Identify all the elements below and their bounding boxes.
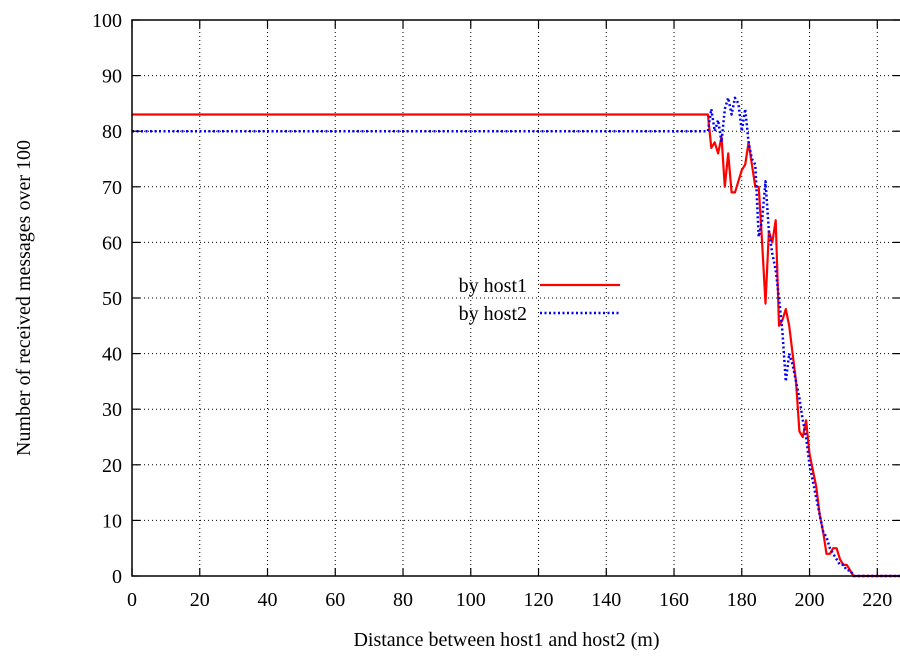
y-tick-label: 0 <box>112 566 122 588</box>
x-tick-label: 140 <box>591 589 621 611</box>
y-tick-label: 60 <box>102 232 122 254</box>
x-axis-label: Distance between host1 and host2 (m) <box>353 629 659 651</box>
y-tick-label: 40 <box>102 344 122 366</box>
y-tick-label: 50 <box>102 288 122 310</box>
y-tick-label: 90 <box>102 66 122 88</box>
x-tick-label: 180 <box>727 589 757 611</box>
x-tick-label: 200 <box>795 589 825 611</box>
legend-label-host1: by host1 <box>459 275 527 297</box>
x-tick-label: 160 <box>659 589 689 611</box>
x-tick-label: 40 <box>258 589 278 611</box>
legend-label-host2: by host2 <box>459 303 527 325</box>
y-tick-label: 80 <box>102 121 122 143</box>
x-tick-label: 100 <box>456 589 486 611</box>
series-line-host2 <box>132 96 900 578</box>
series-layer <box>132 96 900 578</box>
tick-labels: 0 20 40 60 80 100 120 140 160 180 200 220 0 10 20 30 40 5… <box>92 10 892 611</box>
x-tick-label: 60 <box>325 589 345 611</box>
legend: by host1 by host2 <box>459 275 620 325</box>
grid <box>132 20 900 576</box>
y-tick-label: 30 <box>102 399 122 421</box>
x-tick-label: 120 <box>524 589 554 611</box>
y-tick-label: 100 <box>92 10 122 32</box>
x-tick-label: 0 <box>127 589 137 611</box>
series-line-host1 <box>132 113 900 578</box>
x-tick-label: 220 <box>862 589 892 611</box>
y-tick-label: 20 <box>102 455 122 477</box>
y-axis-label: Number of received messages over 100 <box>13 140 35 456</box>
y-tick-label: 10 <box>102 510 122 532</box>
y-tick-label: 70 <box>102 177 122 199</box>
x-tick-label: 20 <box>190 589 210 611</box>
x-tick-label: 80 <box>393 589 413 611</box>
